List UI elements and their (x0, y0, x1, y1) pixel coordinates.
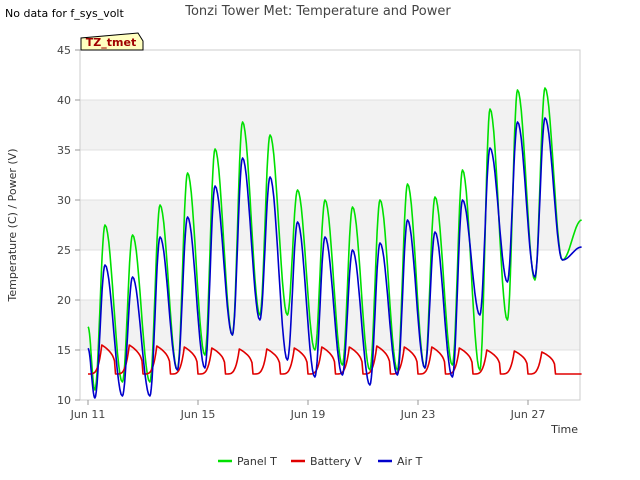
grid-bands (80, 99, 580, 401)
station-tag: TZ_tmet (80, 32, 144, 51)
x-tick-label: Jun 11 (70, 408, 106, 421)
y-tick-label: 40 (57, 94, 71, 107)
series-line-battery-v (88, 344, 582, 375)
y-tick-label: 35 (57, 144, 71, 157)
y-tick-label: 45 (57, 44, 71, 57)
series-line-panel-t (87, 87, 582, 391)
plot-frame (79, 49, 581, 401)
station-tag-box (80, 32, 144, 51)
station-tag-label: TZ_tmet (86, 36, 136, 49)
no-data-note: No data for f_sys_volt (5, 7, 124, 20)
x-tick-labels: Jun 11 Jun 15 Jun 19 Jun 23 Jun 27 (70, 400, 546, 421)
y-tick-label: 25 (57, 244, 71, 257)
x-tick-label: Jun 19 (290, 408, 326, 421)
y-tick-label: 20 (57, 294, 71, 307)
y-axis-label: Temperature (C) / Power (V) (6, 148, 19, 302)
y-tick-label: 10 (57, 394, 71, 407)
y-tick-label: 15 (57, 344, 71, 357)
x-tick-label: Jun 27 (510, 408, 546, 421)
series-layer (87, 87, 582, 399)
grid-band (80, 300, 580, 350)
chart-title: Tonzi Tower Met: Temperature and Power (184, 4, 451, 19)
legend-label-air-t: Air T (397, 455, 423, 468)
x-axis-label: Time (550, 423, 578, 436)
legend-label-battery-v: Battery V (310, 455, 362, 468)
y-tick-labels: 10 15 20 25 30 35 40 45 (57, 44, 80, 407)
legend-label-panel-t: Panel T (237, 455, 277, 468)
legend: Panel T Battery V Air T (218, 455, 423, 468)
series-line-air-t (87, 117, 582, 399)
grid-band (80, 100, 580, 150)
x-tick-label: Jun 15 (180, 408, 216, 421)
x-tick-label: Jun 23 (400, 408, 436, 421)
y-tick-label: 30 (57, 194, 71, 207)
